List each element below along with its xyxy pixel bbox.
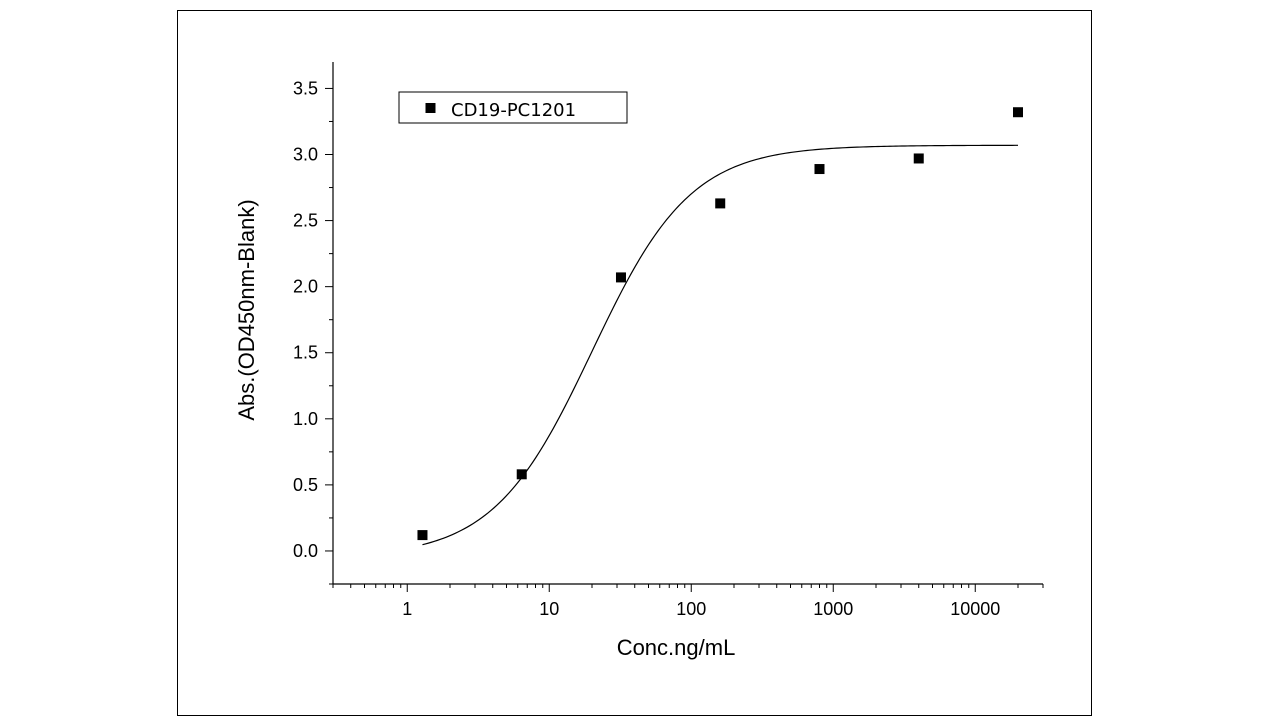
y-tick-label: 3.5 [293, 78, 318, 98]
y-axis-ticks: 0.0 0.5 1.0 1.5 2.0 2.5 3.0 3.5 [293, 78, 333, 585]
data-point [615, 272, 626, 283]
axes [332, 62, 1043, 585]
y-tick-label: 1.5 [293, 343, 318, 363]
x-tick-label: 10 [539, 599, 559, 619]
x-tick-label: 1 [402, 599, 412, 619]
x-tick-label: 10000 [950, 599, 1000, 619]
y-tick-label: 1.0 [293, 409, 318, 429]
data-point [516, 469, 527, 480]
legend-box [398, 91, 628, 124]
y-tick-label: 2.0 [293, 277, 318, 297]
x-tick-label: 100 [676, 599, 706, 619]
data-point [715, 198, 726, 209]
data-point [1013, 107, 1023, 118]
data-point [814, 164, 825, 175]
x-axis-ticks: 1 10 100 1000 10000 [332, 584, 1044, 619]
y-tick-label: 2.5 [293, 211, 318, 231]
data-points [417, 107, 1023, 541]
y-tick-label: 3.0 [293, 145, 318, 165]
legend-marker [425, 103, 436, 113]
y-axis-title: Abs.(OD450nm-Blank) [234, 199, 259, 420]
x-axis-title: Conc.ng/mL [617, 635, 736, 660]
legend-label: CD19-PC1201 [451, 100, 576, 121]
y-tick-label: 0.0 [293, 541, 318, 561]
x-tick-label: 1000 [813, 599, 853, 619]
legend: CD19-PC1201 [398, 91, 628, 124]
data-point [417, 530, 428, 541]
data-point [913, 153, 924, 164]
figure-frame [177, 10, 1092, 716]
y-tick-label: 0.5 [293, 475, 318, 495]
